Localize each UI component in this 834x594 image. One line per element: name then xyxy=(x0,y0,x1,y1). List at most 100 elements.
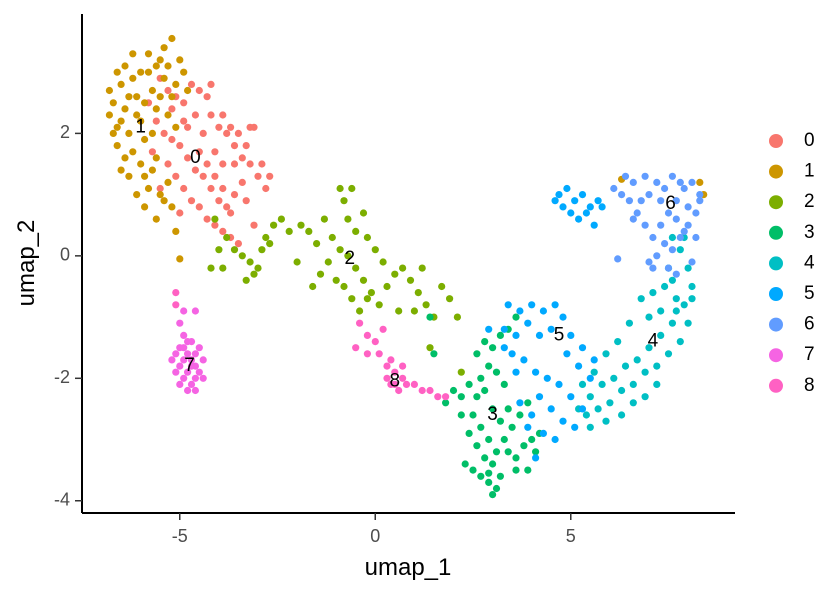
point-cluster-5 xyxy=(485,325,493,333)
point-cluster-3 xyxy=(496,472,504,480)
point-cluster-7 xyxy=(195,344,203,352)
cluster-label-3: 3 xyxy=(487,404,498,425)
point-cluster-4 xyxy=(606,399,614,407)
point-cluster-6 xyxy=(641,172,649,180)
point-cluster-3 xyxy=(477,374,485,382)
point-cluster-2 xyxy=(305,227,313,235)
point-cluster-2 xyxy=(348,295,356,303)
point-cluster-0 xyxy=(187,80,196,88)
point-cluster-0 xyxy=(191,111,199,119)
point-cluster-3 xyxy=(473,393,481,401)
point-cluster-1 xyxy=(121,154,129,162)
point-cluster-1 xyxy=(117,80,125,88)
point-cluster-7 xyxy=(187,380,196,388)
point-cluster-4 xyxy=(672,307,680,315)
point-cluster-0 xyxy=(227,209,235,217)
y-tick-label: 2 xyxy=(60,122,70,142)
point-cluster-4 xyxy=(653,380,661,388)
point-cluster-3 xyxy=(473,350,481,358)
point-cluster-5 xyxy=(578,344,587,352)
point-cluster-7 xyxy=(191,386,199,395)
point-cluster-2 xyxy=(344,215,352,223)
point-cluster-4 xyxy=(645,344,653,352)
point-cluster-4 xyxy=(602,350,610,358)
point-cluster-1 xyxy=(156,191,164,199)
point-cluster-8 xyxy=(399,362,407,370)
point-cluster-1 xyxy=(129,148,137,156)
point-cluster-6 xyxy=(680,227,688,235)
point-cluster-1 xyxy=(133,191,141,199)
point-cluster-6 xyxy=(649,264,657,272)
point-cluster-8 xyxy=(391,380,399,388)
point-cluster-1 xyxy=(164,178,172,186)
point-cluster-0 xyxy=(238,154,246,162)
point-cluster-0 xyxy=(176,209,184,217)
point-cluster-1 xyxy=(160,197,168,205)
point-cluster-0 xyxy=(238,178,246,186)
y-axis-title: umap_2 xyxy=(13,220,40,307)
point-cluster-1 xyxy=(144,68,153,76)
point-cluster-8 xyxy=(426,386,434,395)
point-cluster-0 xyxy=(199,129,207,137)
point-cluster-8 xyxy=(402,380,411,388)
point-cluster-0 xyxy=(262,184,270,193)
point-cluster-0 xyxy=(187,197,196,205)
point-cluster-3 xyxy=(516,411,524,419)
point-cluster-4 xyxy=(621,362,630,370)
point-cluster-3 xyxy=(465,429,473,437)
point-cluster-6 xyxy=(672,215,680,223)
point-cluster-5 xyxy=(528,411,536,419)
point-cluster-8 xyxy=(356,319,364,327)
point-cluster-6 xyxy=(621,172,630,180)
point-cluster-6 xyxy=(676,233,684,242)
point-cluster-2 xyxy=(395,307,403,315)
point-cluster-4 xyxy=(590,368,598,376)
point-cluster-2 xyxy=(328,233,336,242)
point-cluster-8 xyxy=(442,393,450,401)
point-cluster-0 xyxy=(176,142,184,150)
point-cluster-5 xyxy=(512,368,520,376)
point-cluster-3 xyxy=(512,313,520,321)
point-cluster-6 xyxy=(664,264,673,272)
point-cluster-5 xyxy=(508,350,516,358)
legend-key-3 xyxy=(769,225,783,240)
point-cluster-3 xyxy=(520,442,528,450)
point-cluster-2 xyxy=(348,184,356,193)
y-tick-label: -2 xyxy=(54,367,70,387)
point-cluster-5 xyxy=(528,301,536,309)
point-cluster-6 xyxy=(668,172,677,180)
point-cluster-5 xyxy=(524,319,532,327)
point-cluster-2 xyxy=(309,282,317,291)
cluster-labels: 0 1 2 3 4 5 6 7 8 xyxy=(135,116,675,425)
point-cluster-3 xyxy=(532,448,540,456)
point-cluster-2 xyxy=(410,307,418,315)
point-cluster-2 xyxy=(426,344,434,352)
point-cluster-1 xyxy=(164,62,172,70)
point-cluster-0 xyxy=(215,123,223,131)
point-cluster-1 xyxy=(156,56,164,64)
point-cluster-4 xyxy=(661,282,669,291)
point-cluster-6 xyxy=(684,221,692,229)
point-cluster-2 xyxy=(391,270,399,278)
point-cluster-5 xyxy=(551,435,559,444)
point-cluster-0 xyxy=(211,148,219,156)
point-cluster-4 xyxy=(625,319,634,327)
point-cluster-4 xyxy=(641,393,649,401)
point-cluster-0 xyxy=(156,184,164,193)
point-cluster-2 xyxy=(379,258,387,266)
point-cluster-7 xyxy=(180,356,188,364)
point-cluster-3 xyxy=(430,350,438,358)
point-cluster-3 xyxy=(469,411,477,419)
point-cluster-5 xyxy=(582,209,591,217)
point-cluster-8 xyxy=(363,331,371,339)
point-cluster-5 xyxy=(504,301,512,309)
point-cluster-3 xyxy=(461,460,469,468)
point-cluster-3 xyxy=(485,478,493,486)
point-cluster-3 xyxy=(489,460,497,468)
point-cluster-7 xyxy=(172,350,180,358)
point-cluster-7 xyxy=(199,356,207,364)
point-cluster-1 xyxy=(160,74,168,82)
point-cluster-1 xyxy=(148,86,156,95)
cluster-label-4: 4 xyxy=(648,331,659,352)
